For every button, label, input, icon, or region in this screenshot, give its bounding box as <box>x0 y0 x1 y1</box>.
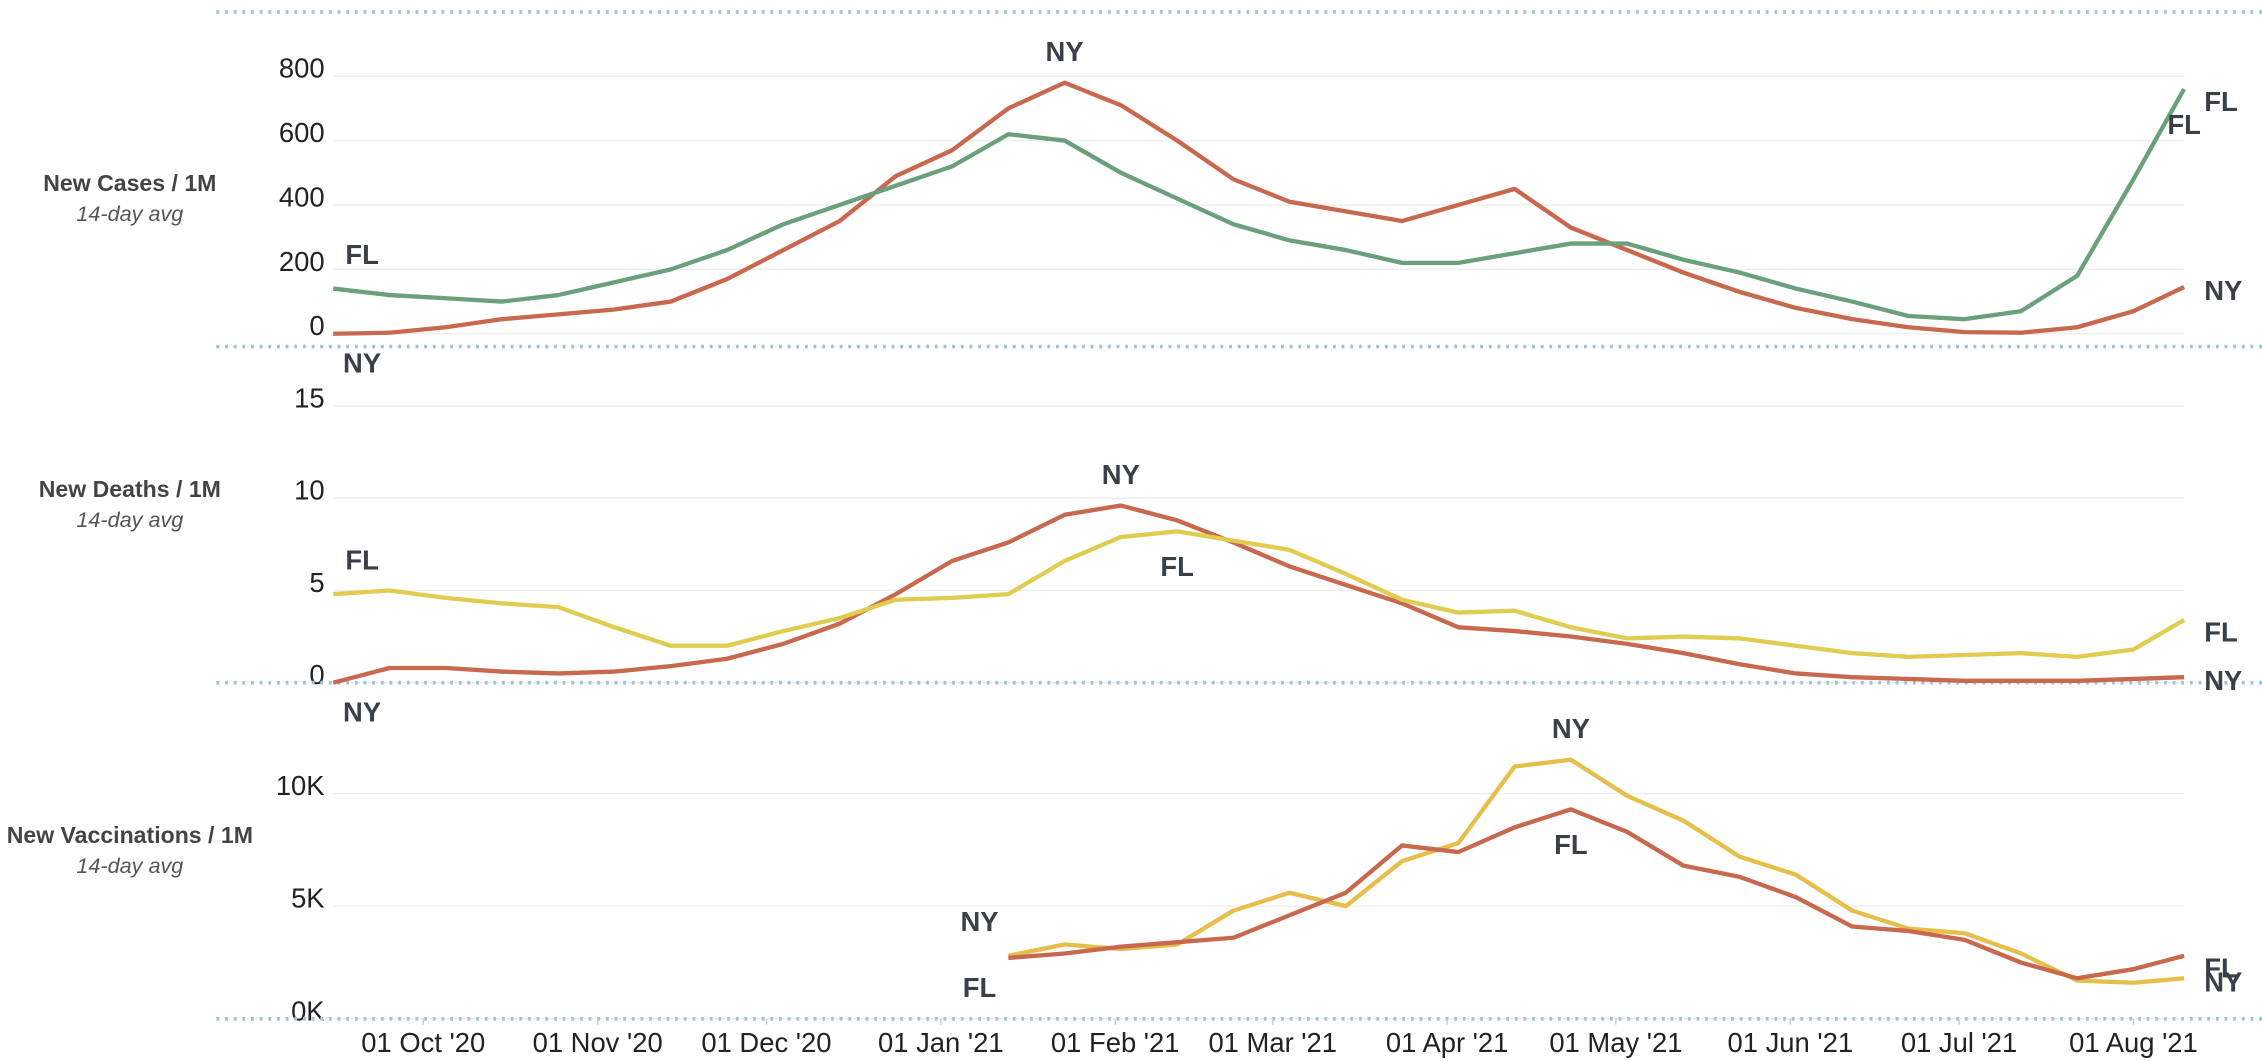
series-label: NY <box>1046 36 1084 67</box>
y-tick-label: 200 <box>279 246 325 277</box>
x-tick-label: 01 Aug '21 <box>2069 1027 2198 1058</box>
y-axis-subtitle: 14-day avg <box>76 853 183 878</box>
x-tick-label: 01 May '21 <box>1549 1027 1682 1058</box>
y-tick-label: 5 <box>309 567 324 598</box>
y-tick-label: 800 <box>279 53 325 84</box>
series-label: FL <box>2204 86 2237 117</box>
x-tick-label: 01 Jul '21 <box>1901 1027 2017 1058</box>
x-tick-label: 01 Jun '21 <box>1728 1027 1854 1058</box>
x-tick-label: 01 Apr '21 <box>1386 1027 1509 1058</box>
series-label: FL <box>2204 952 2237 983</box>
y-axis-subtitle: 14-day avg <box>76 201 183 226</box>
series-label: NY <box>2204 275 2242 306</box>
series-label: FL <box>345 545 378 576</box>
y-axis-title: New Cases / 1M <box>43 170 216 196</box>
y-tick-label: 10K <box>276 770 325 801</box>
x-tick-label: 01 Jan '21 <box>878 1027 1004 1058</box>
series-line <box>332 503 2185 685</box>
series-line <box>333 529 2186 660</box>
series-label: NY <box>343 697 381 728</box>
x-tick-label: 01 Oct '20 <box>361 1027 485 1058</box>
y-tick-label: 10 <box>294 475 324 506</box>
x-tick-label: 01 Mar '21 <box>1208 1027 1337 1058</box>
series-label: FL <box>2167 109 2200 140</box>
y-axis-title: New Deaths / 1M <box>39 476 221 502</box>
y-tick-label: 5K <box>291 883 325 914</box>
x-tick-label: 01 Dec '20 <box>701 1027 831 1058</box>
y-axis-title: New Vaccinations / 1M <box>7 822 253 848</box>
series-line <box>1007 757 2185 985</box>
series-label: FL <box>345 239 378 270</box>
y-tick-label: 600 <box>279 117 325 148</box>
series-line <box>332 88 2186 322</box>
series-label: NY <box>2204 966 2242 997</box>
series-label: NY <box>343 348 381 379</box>
x-tick-label: 01 Nov '20 <box>533 1027 663 1058</box>
series-label: NY <box>1102 459 1140 490</box>
series-label: FL <box>1554 829 1587 860</box>
series-label: NY <box>1552 713 1590 744</box>
y-tick-label: 0 <box>309 659 324 690</box>
y-tick-label: 15 <box>294 382 324 413</box>
series-line <box>1008 807 2185 981</box>
series-label: FL <box>1160 551 1193 582</box>
series-label: FL <box>2204 617 2237 648</box>
x-tick-label: 01 Feb '21 <box>1051 1027 1180 1058</box>
series-label: FL <box>963 972 996 1003</box>
series-label: NY <box>960 906 998 937</box>
y-tick-label: 0 <box>309 310 324 341</box>
series-label: NY <box>2204 665 2242 696</box>
series-line <box>333 80 2186 336</box>
y-axis-subtitle: 14-day avg <box>76 507 183 532</box>
y-tick-label: 400 <box>279 181 325 212</box>
y-tick-label: 0K <box>291 995 325 1026</box>
